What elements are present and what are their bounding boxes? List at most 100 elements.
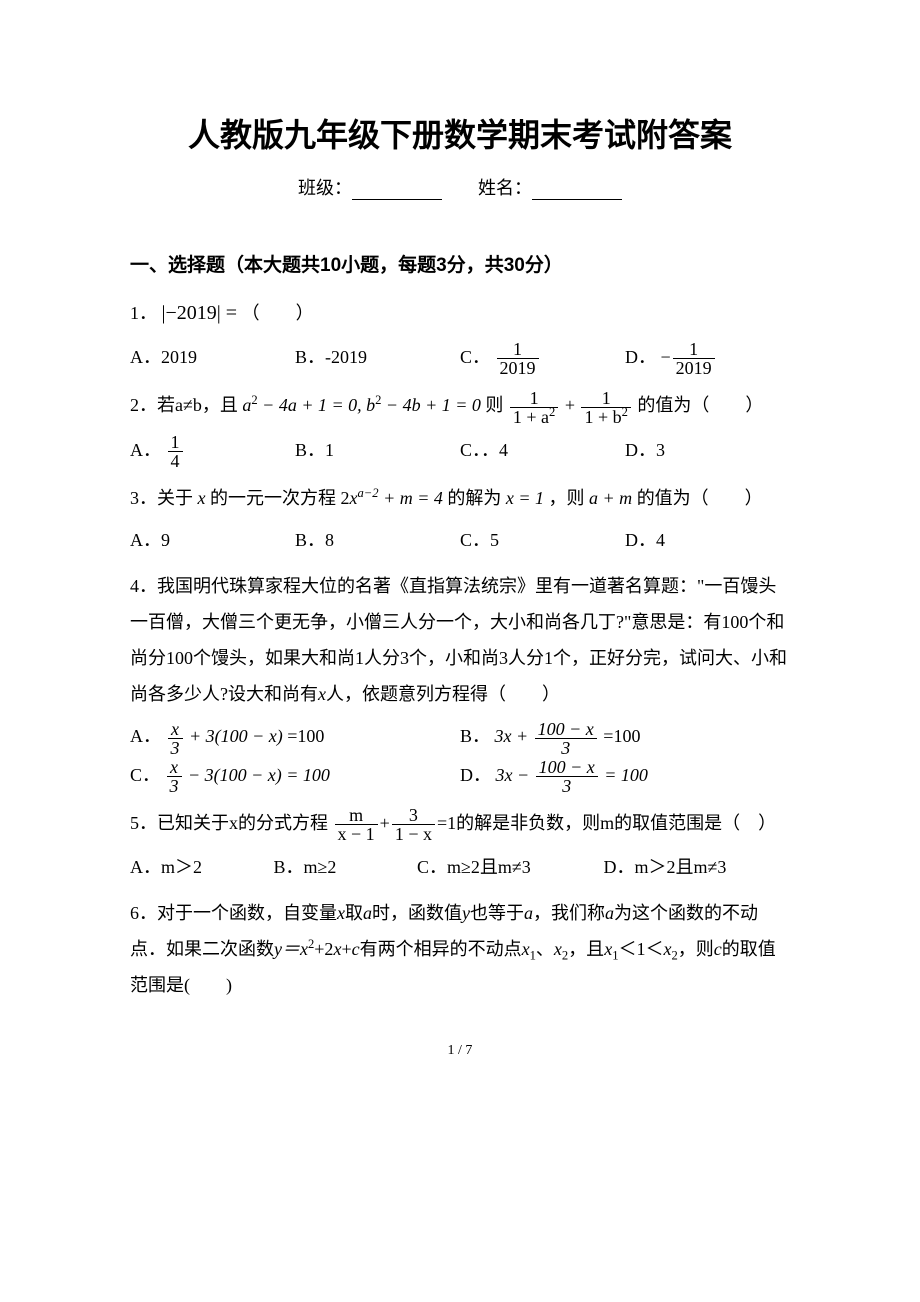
q6-b8: + [341, 939, 351, 959]
q4c-fn: x [167, 758, 182, 777]
q4b-pre: B． [460, 726, 490, 746]
q4d-l: 3x − [496, 765, 534, 785]
q3-x: x [198, 488, 206, 508]
q5-t1: 5．已知关于x的分式方程 [130, 813, 328, 833]
q5-f1d: x − 1 [335, 825, 378, 843]
q1-abs-n: −2019 [166, 302, 217, 324]
q1-num: 1． [130, 303, 157, 323]
q3-options: A．9 B．8 C．5 D．4 [130, 522, 790, 558]
q6-x2: x [554, 939, 562, 959]
question-1: 1． |−2019| = （ ） [130, 293, 790, 333]
q2-f2d: 1 + b2 [581, 408, 630, 426]
q2-opt-d: D．3 [625, 432, 790, 470]
q1d-pre: D． [625, 347, 656, 367]
q1c-d: 2019 [497, 359, 539, 377]
q1-opt-c: C． 12019 [460, 339, 625, 377]
q4-opt-a: A． x3 + 3(100 − x) =100 [130, 718, 460, 756]
question-2: 2．若a≠b，且 a2 − 4a + 1 = 0, b2 − 4b + 1 = … [130, 387, 790, 425]
q2a-d: 4 [168, 452, 183, 470]
q2-ze: 则 [485, 395, 503, 415]
q2-options: A． 14 B．1 C．．4 D．3 [130, 432, 790, 470]
question-6: 6．对于一个函数，自变量x取a时，函数值y也等于a，我们称a为这个函数的不动点．… [130, 895, 790, 1003]
q5-f2n: 3 [392, 806, 435, 825]
q1-opt-d: D． −12019 [625, 339, 790, 377]
name-blank [532, 181, 622, 200]
q2-opt-b: B．1 [295, 432, 460, 470]
section-1-heading: 一、选择题（本大题共10小题，每题3分，共30分） [130, 250, 790, 277]
q6-b4: 也等于 [470, 903, 524, 923]
q6-b1: 6．对于一个函数，自变量 [130, 903, 337, 923]
q2-tail: 的值为（ ） [637, 395, 763, 415]
q5-opt-b: B．m≥2 [273, 849, 416, 885]
q6-cv2: c [714, 939, 722, 959]
q4a-tail: + 3(100 − x) [185, 726, 283, 746]
q1d-n: 1 [673, 340, 715, 359]
q1d-d: 2019 [673, 359, 715, 377]
q3-plus: + m = 4 [379, 488, 443, 508]
q2-opt-a: A． 14 [130, 432, 295, 470]
q3-opt-b: B．8 [295, 522, 460, 558]
q4-opt-b: B． 3x + 100 − x3 =100 [460, 718, 790, 756]
q6-yf: y＝x [274, 939, 308, 959]
q3-opt-c: C．5 [460, 522, 625, 558]
q4d-fd: 3 [536, 777, 598, 795]
q2a-n: 1 [168, 433, 183, 452]
q3-opt-a: A．9 [130, 522, 295, 558]
q4-opt-d: D． 3x − 100 − x3 = 100 [460, 757, 790, 795]
q4c-tail: − 3(100 − x) = 100 [184, 765, 330, 785]
q5-opt-d: D．m＞2且m≠3 [603, 849, 790, 885]
q1-options: A．2019 B．-2019 C． 12019 D． −12019 [130, 339, 790, 377]
q4c-pre: C． [130, 765, 160, 785]
q6-cv: c [352, 939, 360, 959]
q1-tail: （ ） [242, 303, 314, 323]
q4a-pre: A． [130, 726, 161, 746]
q2-f2dl: 1 + b [584, 407, 621, 427]
q6-a: a [363, 903, 372, 923]
q6-b2: 取 [345, 903, 363, 923]
q3-x1: x = 1 [506, 488, 544, 508]
q4b-fd: 3 [535, 739, 597, 757]
q3-two: 2 [341, 488, 350, 508]
q4-options: A． x3 + 3(100 − x) =100 B． 3x + 100 − x3… [130, 718, 790, 795]
q4c-fd: 3 [167, 777, 182, 795]
q3-opt-d: D．4 [625, 522, 790, 558]
q1d-neg: − [661, 347, 671, 367]
q1c-n: 1 [497, 340, 539, 359]
question-4: 4．我国明代珠算家程大位的名著《直指算法统宗》里有一道著名算题："一百馒头一百僧… [130, 568, 790, 712]
q5-opt-c: C．m≥2且m≠3 [417, 849, 604, 885]
q3-t5: 的值为（ ） [637, 488, 763, 508]
q3-am: a + m [589, 488, 632, 508]
q3-xv: x [350, 488, 358, 508]
q2-plus: + [565, 395, 580, 415]
q6-x1: x [522, 939, 530, 959]
q4-body2: 人，依题意列方程得（ ） [326, 684, 560, 704]
q4d-pre: D． [460, 765, 491, 785]
q6-x: x [337, 903, 345, 923]
q6-b10: ，且 [568, 939, 604, 959]
q5-opt-a: A．m＞2 [130, 849, 273, 885]
q5-plus: + [380, 813, 390, 833]
q6-y: y [462, 903, 470, 923]
q5-f1n: m [335, 806, 378, 825]
q2-f2ds: 2 [622, 405, 628, 419]
name-label: 姓名： [478, 178, 532, 198]
q4b-eq: =100 [603, 726, 640, 746]
question-5: 5．已知关于x的分式方程 mx − 1+31 − x=1的解是非负数，则m的取值… [130, 805, 790, 843]
q6-lt: ＜1＜ [618, 939, 663, 959]
q6-b9: 有两个相异的不动点 [360, 939, 522, 959]
q4b-l: 3x + [495, 726, 533, 746]
q2-opt-c: C．．4 [460, 432, 625, 470]
q5-options: A．m＞2 B．m≥2 C．m≥2且m≠3 D．m＞2且m≠3 [130, 849, 790, 885]
q2-mid1: − 4a + 1 = 0, b [258, 395, 375, 415]
q2-f1d: 1 + a2 [510, 408, 558, 426]
q1-abs-r: | = [217, 302, 237, 324]
q2-mid2: − 4b + 1 = 0 [381, 395, 480, 415]
q3-t4: ，则 [549, 488, 585, 508]
q2-pre: 2．若a≠b，且 [130, 395, 238, 415]
student-info: 班级： 姓名： [130, 174, 790, 200]
exam-title: 人教版九年级下册数学期末考试附答案 [130, 110, 790, 156]
q4d-fn: 100 − x [536, 758, 598, 777]
q4a-fn: x [168, 720, 183, 739]
q4a-fd: 3 [168, 739, 183, 757]
class-blank [352, 181, 442, 200]
